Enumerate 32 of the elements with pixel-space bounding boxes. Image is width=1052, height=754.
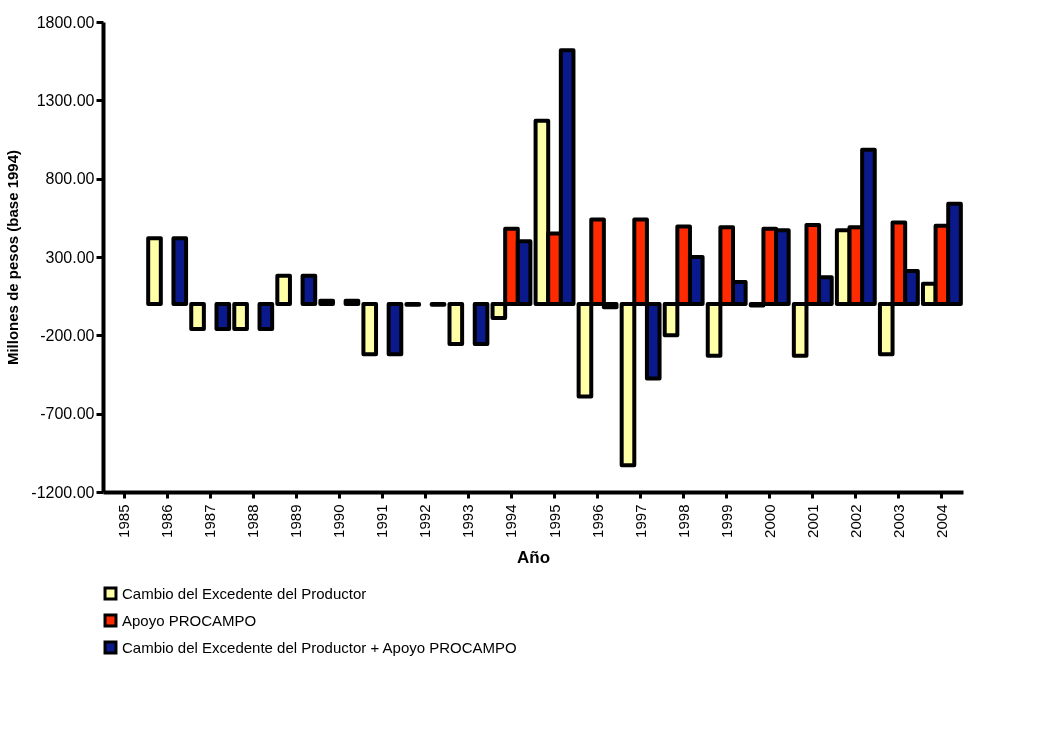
- x-tick-label: 1994: [502, 504, 520, 538]
- x-tick-label: 2003: [889, 504, 907, 538]
- x-tick-label: 1988: [244, 504, 262, 538]
- x-tick-label: 1991: [373, 504, 391, 538]
- x-tick-label: 2004: [932, 504, 950, 538]
- legend-label: Cambio del Excedente del Productor: [122, 584, 367, 602]
- x-tick-label: 1992: [416, 504, 434, 538]
- legend-label: Cambio del Excedente del Productor + Apoyo PROCAMPO: [122, 638, 517, 656]
- y-tick-label: -700.00: [40, 405, 95, 423]
- x-axis-title: Año: [516, 547, 551, 567]
- x-tick-label: 2000: [760, 504, 778, 538]
- x-tick-label: 1990: [330, 504, 348, 538]
- x-tick-label: 1985: [115, 504, 133, 538]
- y-axis-title: Millones de pesos (base 1994): [4, 149, 22, 366]
- y-tick-label: -200.00: [40, 326, 95, 344]
- x-tick-label: 1993: [459, 504, 477, 538]
- y-tick-label: 800.00: [45, 170, 95, 188]
- x-tick-label: 2001: [803, 504, 821, 538]
- y-tick-label: 300.00: [45, 248, 95, 266]
- x-tick-label: 1999: [717, 504, 735, 538]
- legend-label: Apoyo PROCAMPO: [122, 611, 257, 629]
- x-tick-label: 1986: [158, 504, 176, 538]
- x-tick-label: 1987: [201, 504, 219, 538]
- x-tick-label: 1995: [545, 504, 563, 538]
- x-tick-label: 2002: [846, 504, 864, 538]
- y-tick-label: 1300.00: [36, 91, 95, 109]
- y-tick-label: -1200.00: [31, 483, 95, 501]
- x-tick-label: 1989: [287, 504, 305, 538]
- x-tick-label: 1996: [588, 504, 606, 538]
- x-tick-label: 1997: [631, 504, 649, 538]
- x-tick-label: 1998: [674, 504, 692, 538]
- y-tick-label: 1800.00: [36, 13, 95, 31]
